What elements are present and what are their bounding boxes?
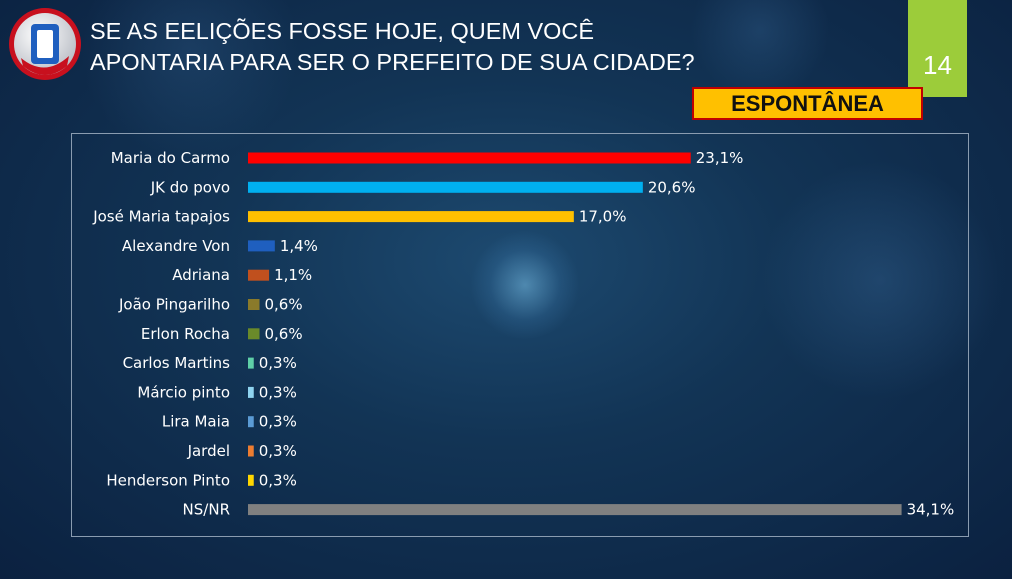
category-label: João Pingarilho xyxy=(118,296,230,314)
category-label: Maria do Carmo xyxy=(111,149,230,167)
bar xyxy=(248,474,254,486)
value-label: 0,6% xyxy=(265,296,303,314)
title-line-1: SE AS EELIÇÕES FOSSE HOJE, QUEM VOCÊ xyxy=(90,18,595,44)
value-label: 20,6% xyxy=(648,178,696,196)
category-label: Lira Maia xyxy=(162,413,230,431)
bar-chart: Maria do Carmo 23,1% JK do povo 20,6% José M… xyxy=(92,149,955,519)
page-number-box: 14 xyxy=(908,0,967,97)
bar xyxy=(248,181,643,193)
category-label: Adriana xyxy=(172,266,230,284)
category-label: Erlon Rocha xyxy=(141,325,230,343)
value-label: 17,0% xyxy=(579,208,627,226)
title-line-2: APONTARIA PARA SER O PREFEITO DE SUA CID… xyxy=(90,49,695,75)
brand-logo-icon xyxy=(9,8,81,80)
value-label: 0,3% xyxy=(259,413,297,431)
bar xyxy=(248,240,275,252)
value-label: 34,1% xyxy=(907,501,955,519)
category-label: Márcio pinto xyxy=(137,383,230,401)
bar xyxy=(248,328,260,340)
value-label: 0,3% xyxy=(259,383,297,401)
value-label: 0,6% xyxy=(265,325,303,343)
category-label: Alexandre Von xyxy=(122,237,230,255)
value-label: 0,3% xyxy=(259,354,297,372)
page-title: SE AS EELIÇÕES FOSSE HOJE, QUEM VOCÊ APO… xyxy=(90,16,810,78)
category-label: JK do povo xyxy=(150,178,230,196)
value-label: 23,1% xyxy=(696,149,744,167)
bar xyxy=(248,269,270,281)
bar xyxy=(248,357,254,369)
bar xyxy=(248,504,902,516)
category-label: NS/NR xyxy=(183,501,230,519)
bar xyxy=(248,386,254,398)
bar xyxy=(248,416,254,428)
category-label: Jardel xyxy=(187,442,230,460)
page-number: 14 xyxy=(923,50,952,80)
category-label: Carlos Martins xyxy=(123,354,231,372)
chart-frame xyxy=(71,133,969,537)
value-label: 1,1% xyxy=(274,266,312,284)
bar xyxy=(248,445,254,457)
bar xyxy=(248,299,260,310)
category-label: Henderson Pinto xyxy=(106,471,230,489)
value-label: 1,4% xyxy=(280,237,318,255)
category-label: José Maria tapajos xyxy=(92,208,230,226)
value-label: 0,3% xyxy=(259,471,297,489)
value-label: 0,3% xyxy=(259,442,297,460)
spontaneous-badge: ESPONTÂNEA xyxy=(692,87,923,120)
bar xyxy=(248,152,691,164)
bar xyxy=(248,211,574,223)
